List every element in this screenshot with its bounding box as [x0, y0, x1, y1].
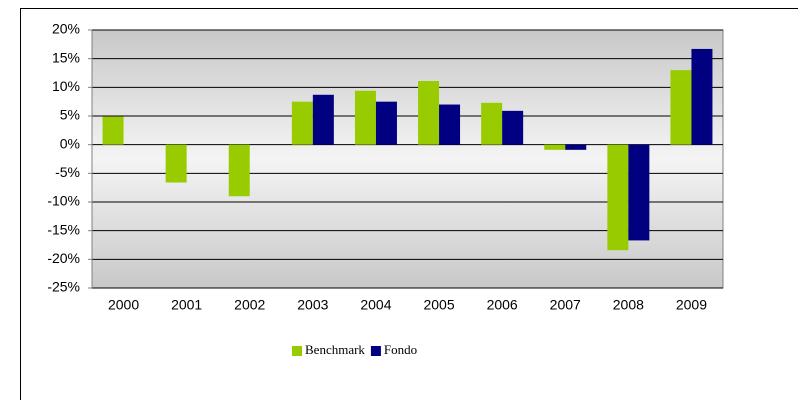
bar — [481, 102, 503, 145]
legend: Benchmark Fondo — [292, 342, 417, 357]
y-tick-label: 20% — [52, 21, 80, 37]
bar — [670, 70, 692, 145]
y-tick-label: -5% — [55, 164, 80, 180]
bar — [102, 116, 124, 145]
legend-swatch — [292, 346, 302, 356]
x-tick-label: 2009 — [676, 297, 707, 313]
y-tick-label: -10% — [47, 193, 80, 209]
bar — [628, 144, 650, 241]
legend-swatch — [370, 346, 381, 356]
y-tick-label: -20% — [47, 250, 80, 266]
legend-label: Benchmark — [305, 342, 365, 357]
x-tick-label: 2000 — [108, 297, 139, 313]
x-tick-label: 2005 — [423, 297, 454, 313]
y-tick-label: -25% — [47, 279, 80, 295]
bar — [691, 48, 713, 145]
bar — [565, 144, 587, 150]
bar — [607, 144, 629, 251]
y-tick-label: -15% — [47, 221, 80, 237]
y-tick-label: 5% — [60, 107, 80, 123]
y-tick-label: 15% — [52, 49, 80, 65]
x-tick-label: 2002 — [234, 297, 265, 313]
bar — [502, 110, 524, 145]
x-tick-label: 2003 — [297, 297, 328, 313]
x-tick-label: 2001 — [171, 297, 202, 313]
bar — [165, 144, 187, 183]
y-tick-label: 10% — [52, 78, 80, 94]
x-tick-label: 2007 — [550, 297, 581, 313]
legend-label: Fondo — [384, 342, 417, 357]
bar — [228, 144, 250, 197]
bar — [312, 94, 334, 145]
bar — [354, 90, 376, 145]
bar — [291, 101, 313, 145]
x-tick-label: 2008 — [613, 297, 644, 313]
bar — [544, 144, 566, 150]
bar — [375, 101, 397, 145]
bar — [418, 81, 440, 145]
x-tick-label: 2006 — [487, 297, 518, 313]
bar — [439, 104, 461, 145]
y-tick-label: 0% — [60, 135, 80, 151]
x-tick-label: 2004 — [360, 297, 391, 313]
